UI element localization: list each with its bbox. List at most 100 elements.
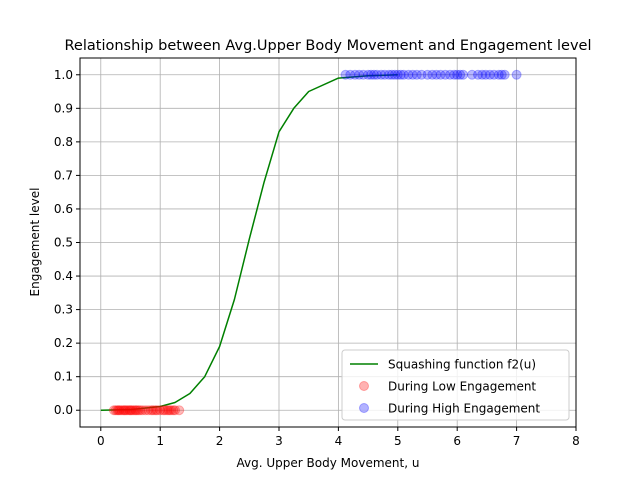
low-engagement-point: [119, 405, 130, 416]
high-engagement-point: [411, 69, 422, 80]
high-engagement-point: [493, 69, 504, 80]
y-tick-label: 0.0: [54, 403, 73, 417]
y-axis-label: Engagement level: [28, 188, 42, 297]
x-tick-label: 8: [572, 434, 580, 448]
high-engagement-point: [392, 69, 403, 80]
high-engagement-point: [499, 69, 510, 80]
x-tick-label: 7: [513, 434, 521, 448]
low-engagement-point: [162, 405, 173, 416]
low-engagement-point: [116, 405, 127, 416]
y-tick-label: 0.5: [54, 236, 73, 250]
low-engagement-point: [155, 405, 166, 416]
legend-box: [341, 349, 570, 421]
x-axis-ticks: 0 1 2 3 4 5 6 7 8: [97, 427, 580, 448]
x-tick-label: 5: [394, 434, 402, 448]
low-engagement-point: [174, 405, 185, 416]
y-axis-ticks: 0.0 0.1 0.2 0.3 0.4 0.5 0.6 0.7 0.8 0.9 1.0: [54, 68, 80, 417]
high-engagement-point: [477, 69, 488, 80]
low-engagement-point: [133, 405, 144, 416]
y-tick-label: 0.1: [54, 370, 73, 384]
low-engagement-point: [130, 405, 141, 416]
y-tick-label: 0.3: [54, 303, 73, 317]
low-engagement-point: [120, 405, 131, 416]
high-engagement-point: [449, 69, 460, 80]
low-engagement-point: [146, 405, 157, 416]
high-engagement-point: [472, 69, 483, 80]
x-tick-label: 4: [335, 434, 343, 448]
high-engagement-point: [372, 69, 383, 80]
low-engagement-point: [165, 405, 176, 416]
high-engagement-point: [376, 69, 387, 80]
high-engagement-point: [363, 69, 374, 80]
low-engagement-point: [110, 405, 121, 416]
high-engagement-point: [350, 69, 361, 80]
low-engagement-point: [140, 405, 151, 416]
high-engagement-point: [345, 69, 356, 80]
low-engagement-point: [159, 405, 170, 416]
high-engagement-point: [496, 69, 507, 80]
legend-swatch-low: [359, 381, 369, 391]
high-engagement-point: [511, 69, 522, 80]
high-engagement-point: [383, 69, 394, 80]
y-tick-label: 0.8: [54, 135, 73, 149]
high-engagement-point: [484, 69, 495, 80]
high-engagement-point: [386, 69, 397, 80]
low-engagement-point: [152, 405, 163, 416]
high-engagement-point: [340, 69, 351, 80]
high-engagement-point: [369, 69, 380, 80]
x-tick-label: 3: [275, 434, 283, 448]
high-engagement-point: [440, 69, 451, 80]
low-engagement-point: [108, 405, 119, 416]
low-engagement-point: [124, 405, 135, 416]
low-engagement-point: [158, 405, 169, 416]
legend-swatch-high: [359, 403, 369, 413]
high-engagement-point: [467, 69, 478, 80]
x-tick-label: 6: [453, 434, 461, 448]
x-axis-label: Avg. Upper Body Movement, u: [237, 456, 420, 470]
low-engagement-point: [113, 405, 124, 416]
low-engagement-point: [126, 405, 137, 416]
y-tick-label: 0.4: [54, 269, 73, 283]
series-line-squashing-function: [100, 74, 398, 411]
y-tick-label: 1.0: [54, 68, 73, 82]
y-tick-label: 0.9: [54, 101, 73, 115]
high-engagement-point: [435, 69, 446, 80]
high-engagement-point: [452, 69, 463, 80]
high-engagement-point: [398, 69, 409, 80]
low-engagement-point: [150, 405, 161, 416]
high-engagement-point: [422, 69, 433, 80]
low-engagement-point: [148, 405, 159, 416]
low-engagement-point: [131, 405, 142, 416]
high-engagement-point: [431, 69, 442, 80]
high-engagement-point: [458, 69, 469, 80]
low-engagement-point: [112, 405, 123, 416]
legend-label-high: During High Engagement: [388, 402, 540, 416]
high-engagement-point: [395, 69, 406, 80]
high-engagement-point: [389, 69, 400, 80]
high-engagement-point: [427, 69, 438, 80]
x-tick-label: 0: [97, 434, 105, 448]
legend: Squashing function f2(u) During Low Enga…: [341, 349, 570, 421]
high-engagement-point: [480, 69, 491, 80]
high-engagement-point: [407, 69, 418, 80]
low-engagement-point: [137, 405, 148, 416]
low-engagement-point: [170, 405, 181, 416]
legend-label-low: During Low Engagement: [388, 380, 536, 394]
legend-label-squashing: Squashing function f2(u): [388, 358, 536, 372]
low-engagement-point: [114, 405, 125, 416]
low-engagement-point: [168, 405, 179, 416]
x-tick-label: 2: [216, 434, 224, 448]
high-engagement-point: [455, 69, 466, 80]
y-tick-label: 0.7: [54, 168, 73, 182]
x-tick-label: 1: [156, 434, 164, 448]
low-engagement-point: [125, 405, 136, 416]
low-engagement-point: [164, 405, 175, 416]
high-engagement-point: [445, 69, 456, 80]
chart-title: Relationship between Avg.Upper Body Move…: [65, 38, 592, 54]
y-tick-label: 0.2: [54, 336, 73, 350]
high-engagement-point: [379, 69, 390, 80]
high-engagement-point: [358, 69, 369, 80]
high-engagement-point: [416, 69, 427, 80]
high-engagement-point: [354, 69, 365, 80]
